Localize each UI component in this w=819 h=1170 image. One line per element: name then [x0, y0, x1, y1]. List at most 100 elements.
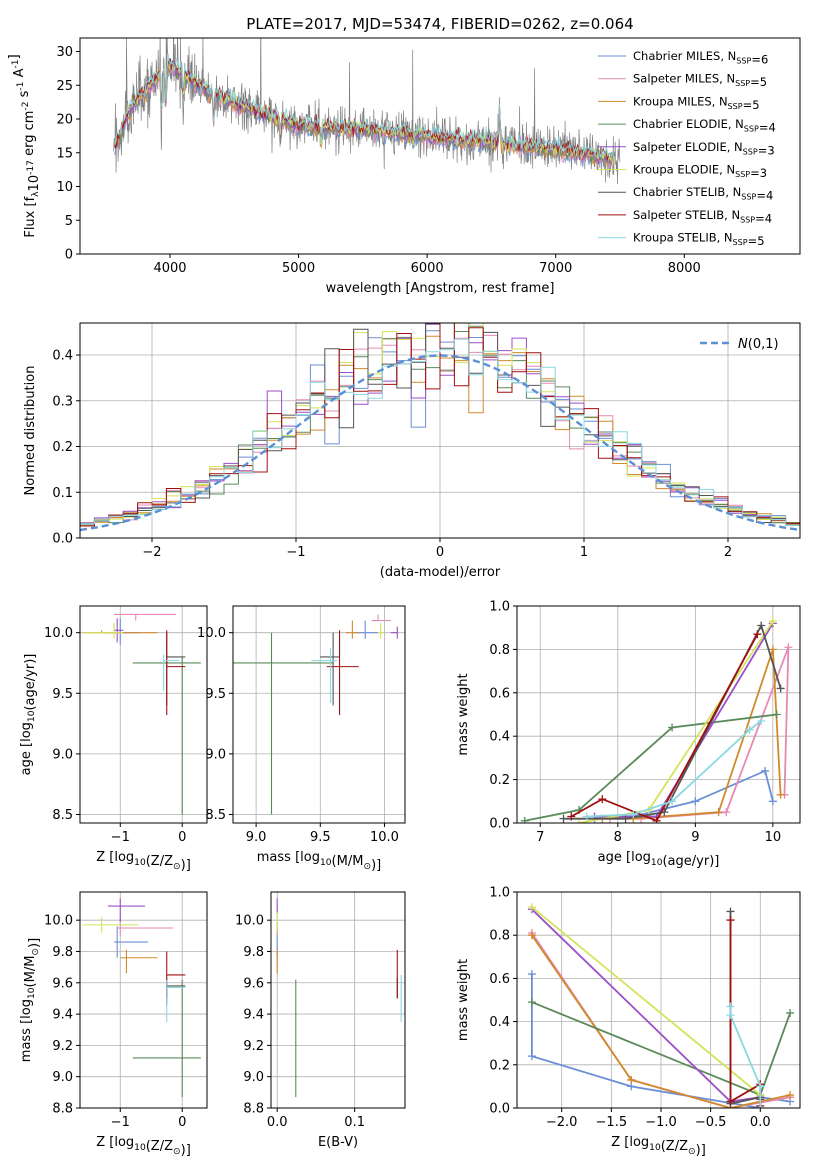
x-tick-label: 5000: [282, 261, 315, 276]
x-axis-label: mass [log10(M/M⊙)]: [257, 850, 381, 873]
weight-line: [531, 908, 761, 1103]
errorbar-point-8: [311, 648, 337, 703]
weight-marker: [756, 1082, 765, 1091]
weight-marker: [726, 1011, 735, 1020]
weight-marker: [726, 1097, 735, 1106]
x-tick-label: 0: [178, 1115, 186, 1130]
panel-age_vs_mass: 9.0 9.5 10.0 8.5 9.0 9.5 10.0 mass [log10(M/M⊙)…: [197, 605, 406, 873]
errorbar-point-7: [166, 630, 186, 716]
y-tick-label: 9.5: [205, 687, 226, 702]
axes-frame-mass_vs_EBV: [270, 891, 406, 1109]
x-tick-label: 1: [580, 545, 588, 560]
x-tick-label: 0: [436, 545, 444, 560]
panel-age_vs_Z: −1 0 8.5 9.0 9.5 10.0 Z [log10(Z/Z⊙)] age [log1…: [19, 605, 208, 873]
x-tick-label: 0: [178, 830, 186, 845]
legend-label: Salpeter STELIB, NSSP=4: [633, 208, 772, 225]
weight-marker: [768, 797, 777, 806]
y-tick-label: 0.3: [52, 394, 73, 409]
weight-line: [729, 1006, 762, 1108]
x-tick-label: 9.5: [310, 830, 331, 845]
errorbar-point-0: [114, 926, 149, 958]
x-tick-label: −2: [142, 545, 161, 560]
y-tick-label: 0.0: [489, 817, 510, 832]
x-tick-label: 8: [614, 830, 622, 845]
weight-marker: [629, 810, 638, 819]
panel-residuals: −2 −1 0 1 2 0.0 0.1 0.2 0.3 0.4 (data-model)/error…: [23, 322, 801, 580]
residual-legend: N(0,1): [700, 337, 779, 352]
weight-marker: [559, 814, 568, 823]
x-tick-label: 0.0: [750, 1115, 771, 1130]
legend-label: Kroupa STELIB, NSSP=5: [633, 231, 765, 248]
weight-marker: [761, 766, 770, 775]
y-tick-label: 0.4: [52, 349, 73, 364]
weight-marker: [652, 816, 661, 823]
y-tick-label: 8.5: [205, 808, 226, 823]
errorbar-point-5: [83, 917, 139, 933]
legend-label: Salpeter MILES, NSSP=5: [633, 72, 767, 89]
weight-marker: [745, 725, 754, 734]
x-tick-label: −1: [111, 1115, 130, 1130]
y-tick-label: 30: [56, 45, 73, 60]
errorbar-point-2: [120, 949, 158, 974]
y-axis-label: Normed distribution: [23, 366, 38, 496]
weight-marker: [582, 812, 591, 821]
errorbar-point-3: [132, 979, 201, 1098]
x-tick-label: 10: [765, 830, 782, 845]
panel-weight_vs_age: 7 8 9 10 0.0 0.2 0.4 0.6 0.8 1.0 age [log10(age/yr…: [456, 600, 801, 869]
y-axis-label: Flux [fλ10-17 erg cm-2 s-1 A-1]: [7, 54, 42, 237]
y-tick-label: 0.2: [489, 773, 510, 788]
errorbar-point-2: [345, 620, 359, 639]
panels: 4000 5000 6000 7000 8000051015202530waveleng…: [7, 37, 801, 1158]
figure-title: PLATE=2017, MJD=53474, FIBERID=0262, z=0…: [246, 15, 633, 33]
weight-series-2: [598, 645, 785, 823]
axes-frame-age_vs_Z: [79, 605, 208, 824]
panel-mass_vs_Z: −1 0 8.8 9.0 9.2 9.4 9.6 9.8 10.0 Z [log10(Z/Z⊙)]…: [19, 891, 208, 1158]
y-tick-label: 9.4: [243, 1008, 264, 1023]
axes-frame-age_vs_mass: [232, 605, 406, 824]
weight-marker: [756, 1104, 765, 1108]
legend-label: Chabrier STELIB, NSSP=4: [633, 185, 773, 202]
y-tick-label: 0.8: [489, 929, 510, 944]
plot-area-weight_vs_Z: [527, 903, 795, 1108]
legend-label: Kroupa ELODIE, NSSP=3: [633, 163, 767, 180]
y-tick-label: 9.8: [243, 945, 264, 960]
y-tick-label: 8.8: [52, 1102, 73, 1117]
x-tick-label: −1.5: [596, 1115, 628, 1130]
panel-spectrum: 4000 5000 6000 7000 8000 0 5 10 15 20 25 30 waveleng…: [7, 37, 801, 296]
x-axis-label: Z [log10(Z/Z⊙)]: [96, 850, 191, 873]
plot-area-weight_vs_age: [520, 617, 793, 823]
y-tick-label: 0.4: [489, 1015, 510, 1030]
weight-marker: [753, 630, 762, 639]
y-tick-label: 1.0: [489, 886, 510, 901]
y-tick-label: 8.8: [243, 1102, 264, 1117]
errorbar-point-1: [117, 920, 173, 936]
model-spectrum-8: [114, 53, 615, 159]
x-tick-label: 9: [691, 830, 699, 845]
weight-line: [586, 720, 762, 818]
y-tick-label: 0.6: [489, 972, 510, 987]
x-tick-label: 10.0: [370, 830, 399, 845]
weight-marker: [757, 717, 766, 726]
x-tick-label: −1: [111, 830, 130, 845]
y-tick-label: 0.4: [489, 730, 510, 745]
panel-mass_vs_EBV: 0.0 0.1 8.8 9.0 9.2 9.4 9.6 9.8 10.0 E(B-V): [235, 891, 406, 1150]
y-tick-label: 10.0: [197, 626, 226, 641]
x-axis-label: age [log10(age/yr)]: [598, 850, 720, 869]
y-tick-label: 9.5: [52, 687, 73, 702]
errorbar-point-1: [114, 613, 177, 621]
weight-marker: [714, 808, 723, 817]
y-tick-label: 0.8: [489, 643, 510, 658]
legend-label: Chabrier ELODIE, NSSP=4: [633, 117, 776, 134]
x-tick-label: 2: [724, 545, 732, 560]
y-tick-label: 0.2: [489, 1058, 510, 1073]
errorbar-point-1: [371, 614, 391, 622]
errorbar-point-8: [166, 979, 186, 1022]
weight-marker: [784, 643, 793, 652]
weight-line: [524, 713, 777, 822]
y-axis-label: age [log10(age/yr)]: [19, 654, 38, 776]
weight-line: [594, 769, 774, 820]
weight-marker: [527, 998, 536, 1007]
weight-series-5: [527, 903, 765, 1100]
errorbar-point-5: [378, 622, 384, 639]
